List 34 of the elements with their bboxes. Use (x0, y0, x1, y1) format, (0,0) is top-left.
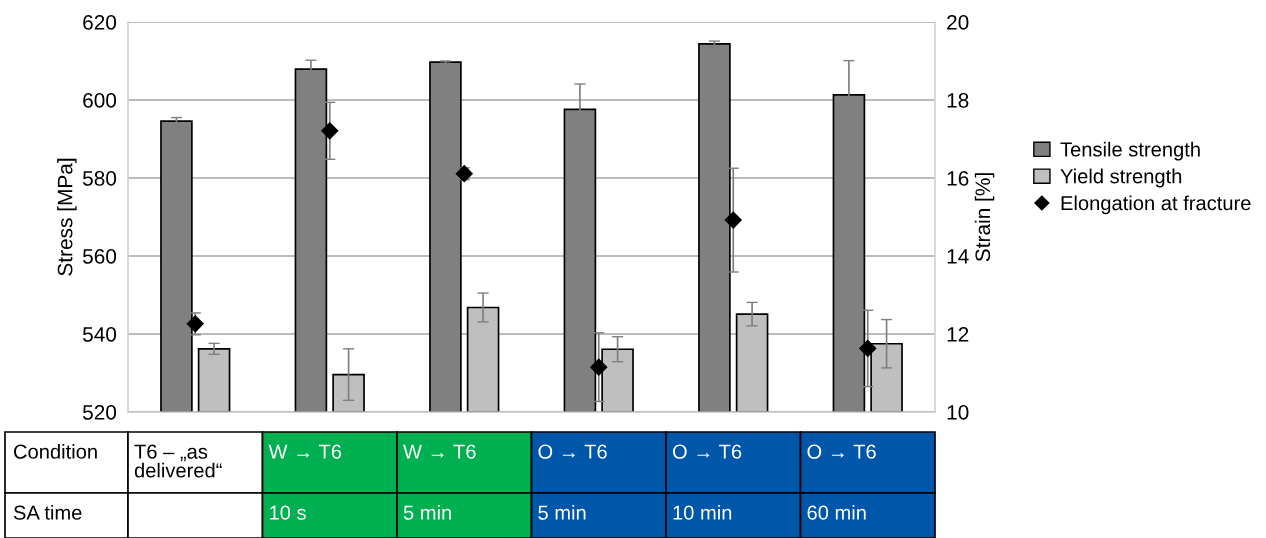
x-tick-label: W → T6 (268, 444, 342, 459)
y2-tick-label: 18 (947, 93, 969, 108)
point (590, 358, 608, 376)
y2-axis-title: Strain [%] (974, 173, 995, 262)
x-tick-label: T6 – „as delivered“ (134, 444, 222, 478)
x-tick-label: O → T6 (672, 444, 742, 459)
legend-label: Elongation at fracture (1061, 195, 1251, 215)
text: 5 min (403, 505, 451, 520)
x-tick-label: O → T6 (538, 444, 607, 459)
y2-tick-label: 20 (947, 15, 969, 30)
y-tick-label: 600 (83, 93, 117, 108)
y-tick-label: 560 (82, 249, 117, 264)
text: 60 min (807, 505, 866, 520)
point (859, 339, 877, 357)
y2-tick-label: 16 (947, 171, 969, 186)
text: SA time (13, 505, 82, 520)
y-tick-label: 540 (82, 327, 117, 342)
y2-tick-label: 12 (947, 327, 969, 342)
x-tick-label: O → T6 (807, 444, 876, 459)
text: 10 min (673, 505, 732, 520)
legend-label: Tensile strength (1060, 141, 1200, 161)
y2-tick-label: 14 (947, 249, 969, 264)
text: Condition (14, 444, 97, 459)
legend-label: Yield strength (1060, 168, 1182, 188)
text: 10 s (270, 505, 306, 520)
y-tick-label: 520 (82, 405, 117, 420)
x-tick-label: W → T6 (403, 444, 476, 459)
y2-tick-label: 10 (947, 405, 969, 420)
point (724, 211, 742, 229)
point (321, 122, 339, 140)
y-tick-label: 620 (83, 15, 117, 30)
y-tick-label: 580 (82, 171, 117, 186)
y-axis-title: Stress [MPa] (57, 158, 77, 276)
text: 5 min (538, 505, 586, 520)
